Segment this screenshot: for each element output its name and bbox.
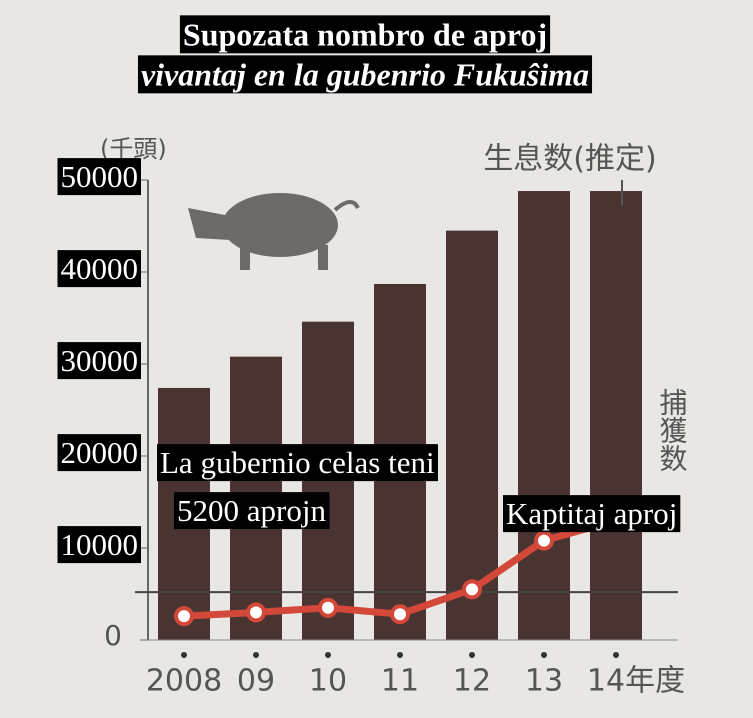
bar — [590, 191, 642, 640]
chart-subtitle: vivantaj en la gubenrio Fukuŝima — [141, 56, 589, 92]
x-tick-dot — [613, 652, 619, 658]
y-tick-label-group: 20000 — [58, 434, 142, 471]
chart-subtitle-group: vivantaj en la gubenrio Fukuŝima — [138, 55, 592, 93]
x-tick-dot — [181, 652, 187, 658]
x-tick-dot — [397, 652, 403, 658]
y-tick-label: 20000 — [61, 435, 139, 470]
capture-point — [536, 533, 552, 549]
y-tick-label: 30000 — [61, 343, 139, 378]
x-tick-label: 09 — [237, 664, 275, 699]
annotation-group: Kaptitaj aproj — [503, 495, 680, 532]
capture-point — [248, 604, 264, 620]
x-tick-label: 13 — [525, 664, 563, 699]
legend-line: 捕獲数 — [656, 388, 689, 472]
capture-point — [464, 581, 480, 597]
chart: 2008091011121314年度生息数(推定)捕獲数(千頭)01000020… — [0, 0, 753, 718]
y-tick-label-group: 30000 — [58, 342, 142, 379]
annotation: 5200 aprojn — [177, 493, 326, 528]
x-tick-dot — [253, 652, 259, 658]
x-tick-dot — [541, 652, 547, 658]
y-tick-label-group: 50000 — [58, 158, 142, 195]
capture-point — [176, 608, 192, 624]
capture-point — [392, 606, 408, 622]
x-tick-label: 11 — [381, 664, 419, 699]
x-tick-label: 14年度 — [587, 664, 685, 699]
y-tick-label-group: 40000 — [58, 250, 142, 287]
x-tick-label: 10 — [309, 664, 347, 699]
y-tick-label: 50000 — [61, 159, 139, 194]
annotation: La gubernio celas teni — [160, 445, 435, 480]
y-tick-label: 10000 — [61, 527, 139, 562]
legend-bar: 生息数(推定) — [483, 142, 656, 177]
annotation-group: 5200 aprojn — [174, 492, 329, 529]
y-tick-label: 40000 — [61, 251, 139, 286]
annotation-group: La gubernio celas teni — [157, 444, 438, 481]
annotation: Kaptitaj aproj — [506, 496, 677, 531]
chart-title: Supozata nombro de aproj — [183, 16, 547, 52]
x-tick-dot — [469, 652, 475, 658]
bar — [518, 191, 570, 640]
x-tick-label: 12 — [453, 664, 491, 699]
capture-point — [320, 600, 336, 616]
y-tick-label-group: 10000 — [58, 526, 142, 563]
x-tick-dot — [325, 652, 331, 658]
x-tick-label: 2008 — [146, 664, 222, 699]
y-tick-label: 0 — [104, 619, 122, 652]
chart-title-group: Supozata nombro de aproj — [180, 15, 550, 53]
